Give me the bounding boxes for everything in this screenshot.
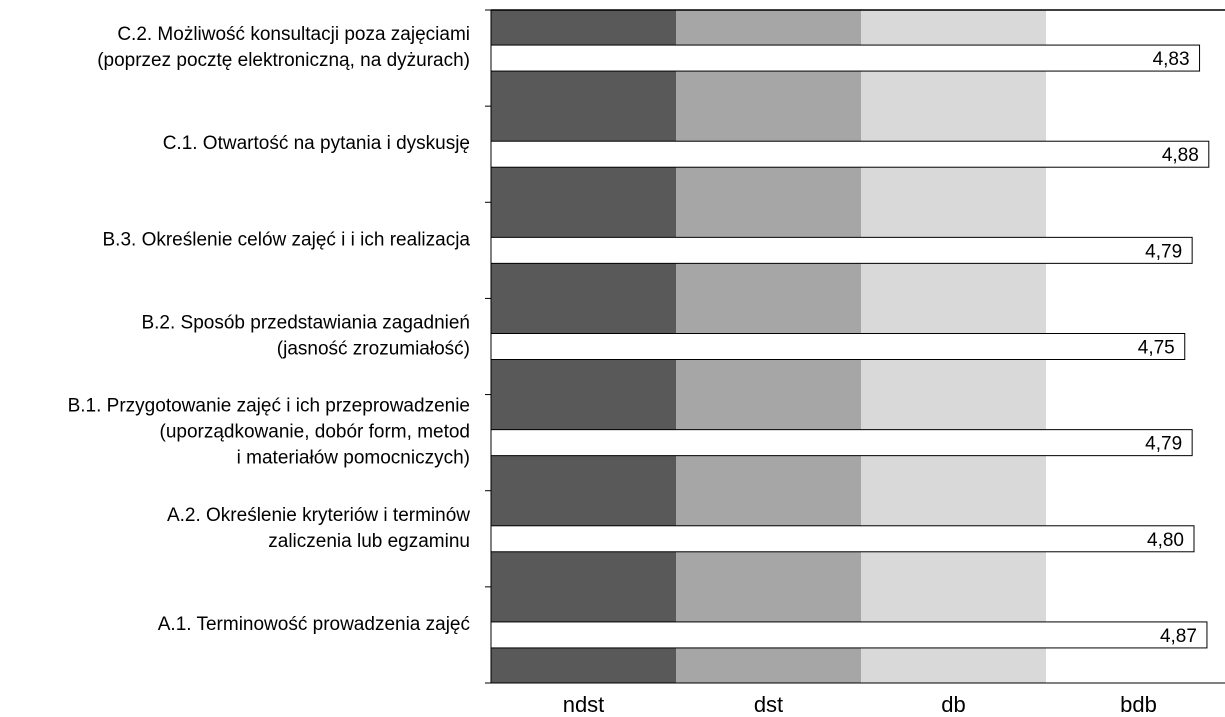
bars: 4,83 4,88 4,79 4,75 4,79 4,80 4,87 — [490, 44, 1210, 649]
bar — [490, 333, 1186, 360]
data-label: 4,87 — [1160, 626, 1197, 647]
category-label: C.1. Otwartość na pytania i dyskusję — [163, 133, 470, 154]
x-tick-label: ndst — [563, 692, 605, 717]
bar — [490, 621, 1208, 649]
x-tick-label: dst — [754, 692, 783, 717]
data-label: 4,83 — [1153, 49, 1190, 70]
data-label: 4,88 — [1162, 145, 1199, 166]
axes — [485, 9, 1225, 684]
bar — [490, 429, 1193, 457]
x-tick-label: bdb — [1120, 692, 1157, 717]
bar — [490, 44, 1201, 72]
category-labels: C.2. Możliwość konsultacji poza zajęciam… — [68, 24, 471, 635]
tick-labels: ndst dst db bdb — [563, 692, 1157, 717]
category-label: C.2. Możliwość konsultacji poza zajęciam… — [97, 24, 470, 71]
data-label: 4,79 — [1145, 434, 1182, 455]
category-label: A.2. Określenie kryteriów i terminów zali… — [167, 505, 470, 552]
category-label: B.1. Przygotowanie zajęć i ich przeprowa… — [68, 396, 470, 469]
category-label: A.1. Terminowość prowadzenia zajęć — [158, 614, 470, 635]
category-label: B.3. Określenie celów zajęć i i ich real… — [103, 229, 471, 250]
bar — [490, 525, 1195, 553]
data-label: 4,80 — [1147, 530, 1184, 551]
data-label: 4,79 — [1145, 241, 1182, 262]
bar — [490, 236, 1193, 264]
x-tick-label: db — [941, 692, 965, 717]
bar — [490, 140, 1210, 168]
data-label: 4,75 — [1138, 338, 1175, 359]
category-label: B.2. Sposób przedstawiania zagadnień (jas… — [141, 313, 470, 360]
